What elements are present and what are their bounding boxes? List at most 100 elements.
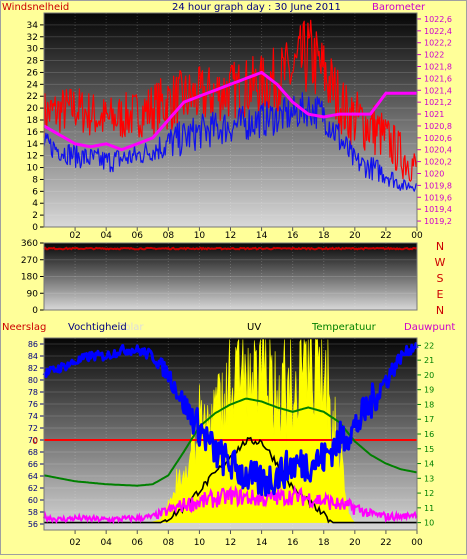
y-tick-label: 0 <box>32 306 38 316</box>
panel1-right-ticks: 1019,2 1019,4 1019,6 1019,8 1020 1020,2 1020,4… <box>417 15 452 226</box>
x-tick-label: 06 <box>132 538 144 548</box>
uv-line <box>44 436 417 524</box>
y-tick-label: 28 <box>27 57 39 67</box>
y-tick-label: 68 <box>28 448 38 457</box>
x-tick-label: 22 <box>380 538 391 548</box>
wind-axis-title: Windsnelheid <box>2 2 69 13</box>
y-tick-label: 180 <box>21 273 38 283</box>
y-tick-label: 84 <box>28 352 38 361</box>
y-tick-label: 86 <box>28 340 38 349</box>
x-tick-label: 12 <box>225 231 236 241</box>
y-tick-label: 8 <box>32 175 38 185</box>
barometer-axis-title: Barometer <box>372 2 426 13</box>
chart-title: 24 hour graph day : 30 June 2011 <box>172 2 341 13</box>
x-tick-label: 02 <box>69 538 80 548</box>
rain-value-label: 0 <box>32 437 38 447</box>
y-right-tick-label: 1020 <box>424 170 444 179</box>
y-right-tick-label: 1019,8 <box>424 181 452 190</box>
y-tick-label: 58 <box>28 508 38 517</box>
wind-gust-line <box>43 92 418 192</box>
panel3-series <box>42 339 419 525</box>
y-tick-label: 4 <box>32 199 38 209</box>
x-tick-label: 20 <box>349 231 361 241</box>
y-right-tick-label: 1020,2 <box>424 158 452 167</box>
x-tick-label: 00 <box>411 231 423 241</box>
vochtigheid-label: Vochtigheid <box>68 322 127 333</box>
panel2-left-ticks: 0 90 180 270 360 <box>21 239 44 316</box>
y-tick-label: 22 <box>27 92 38 102</box>
y-tick-label: 74 <box>28 412 38 421</box>
y-right-tick-label: 1020,6 <box>424 134 452 143</box>
y-tick-label: 0 <box>32 223 38 233</box>
y-tick-label: 64 <box>28 472 38 481</box>
x-tick-label: 04 <box>100 231 112 241</box>
y-right-tick-label: 12 <box>424 489 434 498</box>
y-tick-label: 66 <box>28 460 38 469</box>
y-tick-label: 30 <box>27 45 39 55</box>
y-right-tick-label: 1022,2 <box>424 39 452 48</box>
dauwpunt-label: Dauwpunt <box>404 322 455 333</box>
y-right-tick-label: 22 <box>424 341 434 350</box>
y-tick-label: 56 <box>28 520 38 529</box>
y-right-tick-label: 16 <box>424 430 434 439</box>
x-tick-label: 10 <box>194 231 206 241</box>
compass-label: N <box>436 240 444 253</box>
x-tick-label: 08 <box>163 538 175 548</box>
y-right-tick-label: 1021,4 <box>424 86 452 95</box>
y-tick-label: 34 <box>27 21 39 31</box>
y-right-tick-label: 18 <box>424 400 434 409</box>
y-right-tick-label: 1022,6 <box>424 15 452 24</box>
x-tick-label: 20 <box>349 538 361 548</box>
panel2-background <box>44 243 417 310</box>
x-tick-label: 18 <box>318 231 330 241</box>
humidity-line <box>42 342 419 497</box>
y-right-tick-label: 1021 <box>424 110 444 119</box>
compass-label: S <box>437 272 444 285</box>
y-tick-label: 270 <box>21 256 38 266</box>
panel2-frame <box>43 242 418 311</box>
humidity-temperature-panel: 56 58 60 62 64 66 68 70 72 74 76 78 80 82 84 86 0 10 11 12… <box>28 337 434 548</box>
x-tick-label: 06 <box>132 231 144 241</box>
y-tick-label: 60 <box>28 496 38 505</box>
x-tick-label: 16 <box>287 231 299 241</box>
y-tick-label: 14 <box>27 140 39 150</box>
neerslag-label: Neerslag <box>2 322 46 333</box>
y-tick-label: 78 <box>28 388 38 397</box>
x-tick-label: 04 <box>100 538 112 548</box>
barometer-line <box>43 70 417 152</box>
panel2-series <box>43 246 418 251</box>
y-right-tick-label: 1021,8 <box>424 63 452 72</box>
panel3-x-ticks: 02 04 06 08 10 12 14 16 18 20 22 00 <box>69 530 423 548</box>
y-right-tick-label: 1019,4 <box>424 205 452 214</box>
panel3-left-ticks: 56 58 60 62 64 66 68 70 72 74 76 78 80 82 84 86 0 <box>28 340 44 529</box>
panel1-x-ticks: 02 04 06 08 10 12 14 16 18 20 22 00 <box>69 227 423 241</box>
y-right-tick-label: 1020,8 <box>424 122 452 131</box>
y-right-tick-label: 14 <box>424 460 434 469</box>
y-tick-label: 24 <box>27 80 39 90</box>
y-right-tick-label: 1021,2 <box>424 98 452 107</box>
compass-label: E <box>437 288 444 301</box>
y-tick-label: 72 <box>28 424 38 433</box>
y-tick-label: 6 <box>32 187 38 197</box>
y-right-tick-label: 20 <box>424 371 434 380</box>
y-right-tick-label: 19 <box>424 386 434 395</box>
panel3-right-ticks: 10 11 12 13 14 15 16 17 18 19 20 21 22 <box>417 341 434 528</box>
y-right-tick-label: 15 <box>424 445 434 454</box>
y-tick-label: 12 <box>27 152 38 162</box>
panel3-frame <box>43 337 418 531</box>
y-right-tick-label: 1020,4 <box>424 146 452 155</box>
y-tick-label: 82 <box>28 364 38 373</box>
y-right-tick-label: 21 <box>424 356 434 365</box>
solar-label: Solar <box>118 322 144 333</box>
temperature-line <box>43 397 418 487</box>
y-tick-label: 16 <box>27 128 39 138</box>
y-right-tick-label: 1022,4 <box>424 27 452 36</box>
x-tick-label: 10 <box>194 538 206 548</box>
y-right-tick-label: 1022 <box>424 51 444 60</box>
y-tick-label: 32 <box>27 33 38 43</box>
y-tick-label: 10 <box>27 164 39 174</box>
y-right-tick-label: 11 <box>424 504 434 513</box>
